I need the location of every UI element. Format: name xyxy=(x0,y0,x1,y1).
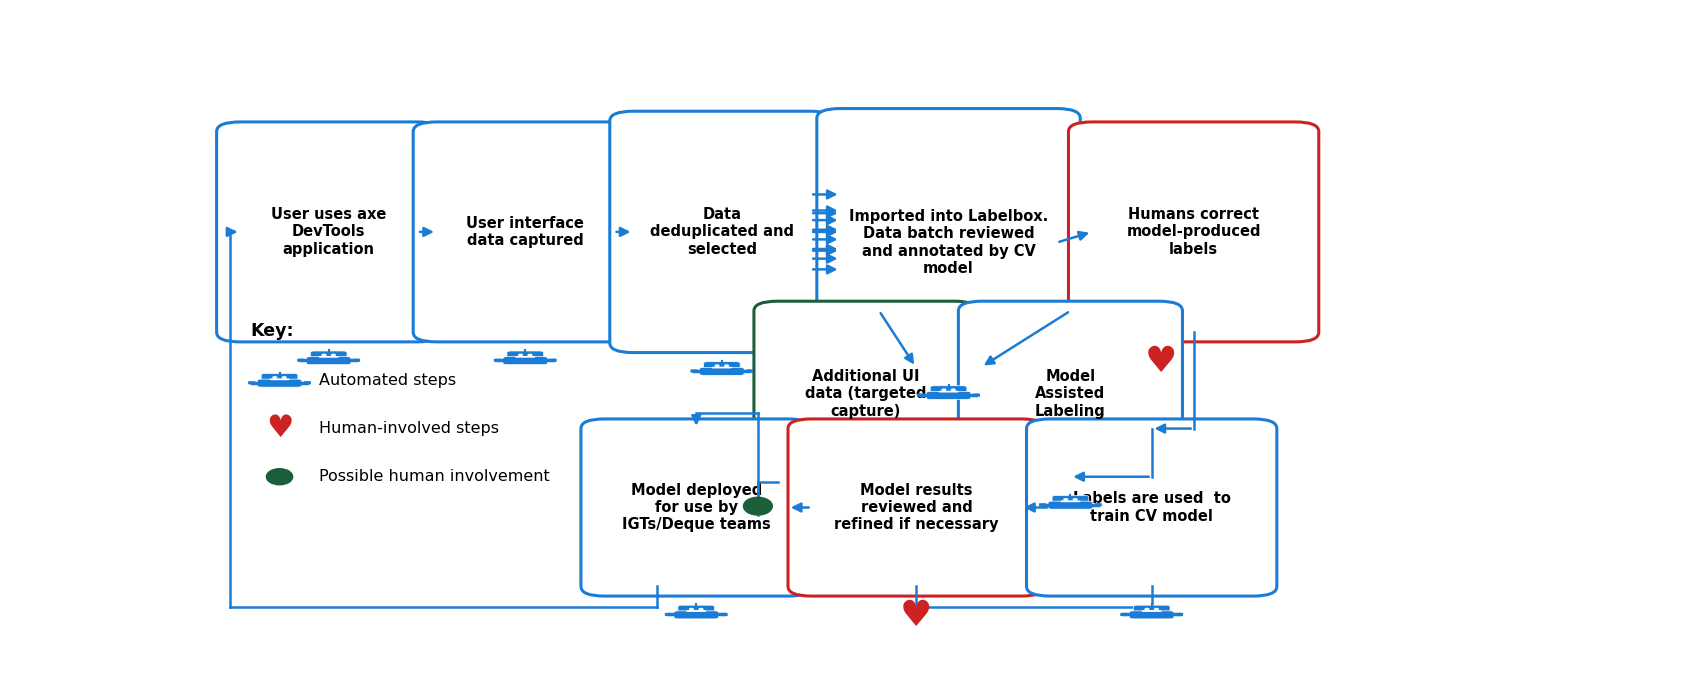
FancyBboxPatch shape xyxy=(1119,613,1128,616)
Text: Humans correct
model-produced
labels: Humans correct model-produced labels xyxy=(1126,207,1261,257)
Text: Model results
reviewed and
refined if necessary: Model results reviewed and refined if ne… xyxy=(834,482,999,532)
FancyBboxPatch shape xyxy=(507,351,543,359)
Circle shape xyxy=(1064,499,1067,500)
FancyBboxPatch shape xyxy=(972,393,981,397)
FancyBboxPatch shape xyxy=(516,356,536,358)
Ellipse shape xyxy=(267,468,293,485)
FancyBboxPatch shape xyxy=(1048,501,1092,509)
Circle shape xyxy=(952,389,955,391)
FancyBboxPatch shape xyxy=(690,369,698,373)
Text: Data
deduplicated and
selected: Data deduplicated and selected xyxy=(649,207,793,257)
Text: User interface
data captured: User interface data captured xyxy=(467,215,583,248)
FancyBboxPatch shape xyxy=(1133,605,1170,613)
FancyBboxPatch shape xyxy=(318,356,338,358)
FancyBboxPatch shape xyxy=(269,379,289,380)
FancyBboxPatch shape xyxy=(930,386,967,394)
FancyBboxPatch shape xyxy=(413,122,638,342)
Text: Automated steps: Automated steps xyxy=(320,373,457,388)
Circle shape xyxy=(282,377,286,378)
FancyBboxPatch shape xyxy=(712,367,732,368)
Circle shape xyxy=(690,609,693,610)
FancyBboxPatch shape xyxy=(502,357,548,365)
Circle shape xyxy=(321,354,326,356)
Text: Key:: Key: xyxy=(250,322,294,341)
Text: ♥: ♥ xyxy=(1145,345,1177,379)
FancyBboxPatch shape xyxy=(260,373,298,382)
FancyBboxPatch shape xyxy=(720,613,727,616)
Text: ♥: ♥ xyxy=(265,414,293,443)
FancyBboxPatch shape xyxy=(746,369,752,373)
FancyBboxPatch shape xyxy=(1094,503,1103,507)
FancyBboxPatch shape xyxy=(304,381,311,384)
FancyBboxPatch shape xyxy=(675,611,719,619)
Circle shape xyxy=(698,609,703,610)
FancyBboxPatch shape xyxy=(1175,613,1184,616)
Text: Human-involved steps: Human-involved steps xyxy=(320,421,499,436)
FancyBboxPatch shape xyxy=(817,108,1081,377)
Text: Imported into Labelbox.
Data batch reviewed
and annotated by CV
model: Imported into Labelbox. Data batch revie… xyxy=(849,209,1048,276)
Ellipse shape xyxy=(744,498,773,515)
FancyBboxPatch shape xyxy=(249,381,255,384)
Circle shape xyxy=(715,365,719,366)
Text: Additional UI
data (targeted
capture): Additional UI data (targeted capture) xyxy=(805,369,927,418)
FancyBboxPatch shape xyxy=(1038,503,1047,507)
FancyBboxPatch shape xyxy=(703,361,741,370)
FancyBboxPatch shape xyxy=(1141,610,1162,612)
FancyBboxPatch shape xyxy=(353,359,360,362)
FancyBboxPatch shape xyxy=(1060,500,1081,502)
Circle shape xyxy=(272,377,277,378)
Circle shape xyxy=(528,354,531,356)
FancyBboxPatch shape xyxy=(1026,419,1277,596)
FancyBboxPatch shape xyxy=(687,610,707,612)
Circle shape xyxy=(519,354,523,356)
Circle shape xyxy=(1145,609,1148,610)
Circle shape xyxy=(942,389,945,391)
Circle shape xyxy=(725,365,729,366)
Text: Labels are used  to
train CV model: Labels are used to train CV model xyxy=(1072,491,1231,524)
Text: User uses axe
DevTools
application: User uses axe DevTools application xyxy=(271,207,386,257)
FancyBboxPatch shape xyxy=(257,379,301,387)
FancyBboxPatch shape xyxy=(754,301,977,486)
FancyBboxPatch shape xyxy=(298,359,304,362)
Text: Model deployed
for use by
IGTs/Deque teams: Model deployed for use by IGTs/Deque tea… xyxy=(622,482,771,532)
Text: ♥: ♥ xyxy=(900,599,933,633)
FancyBboxPatch shape xyxy=(700,368,744,375)
Circle shape xyxy=(331,354,335,356)
FancyBboxPatch shape xyxy=(1069,122,1319,342)
FancyBboxPatch shape xyxy=(939,391,959,393)
FancyBboxPatch shape xyxy=(1052,496,1089,503)
FancyBboxPatch shape xyxy=(678,605,715,613)
FancyBboxPatch shape xyxy=(959,301,1182,486)
FancyBboxPatch shape xyxy=(306,357,352,365)
Circle shape xyxy=(1155,609,1158,610)
Text: Model
Assisted
Labeling: Model Assisted Labeling xyxy=(1035,369,1106,418)
Circle shape xyxy=(1074,499,1077,500)
FancyBboxPatch shape xyxy=(311,351,347,359)
FancyBboxPatch shape xyxy=(788,419,1045,596)
Text: Possible human involvement: Possible human involvement xyxy=(320,469,550,484)
FancyBboxPatch shape xyxy=(665,613,671,616)
FancyBboxPatch shape xyxy=(1130,611,1174,619)
FancyBboxPatch shape xyxy=(494,359,501,362)
FancyBboxPatch shape xyxy=(917,393,925,397)
FancyBboxPatch shape xyxy=(610,111,834,352)
FancyBboxPatch shape xyxy=(582,419,812,596)
FancyBboxPatch shape xyxy=(927,391,971,400)
FancyBboxPatch shape xyxy=(550,359,556,362)
FancyBboxPatch shape xyxy=(216,122,441,342)
